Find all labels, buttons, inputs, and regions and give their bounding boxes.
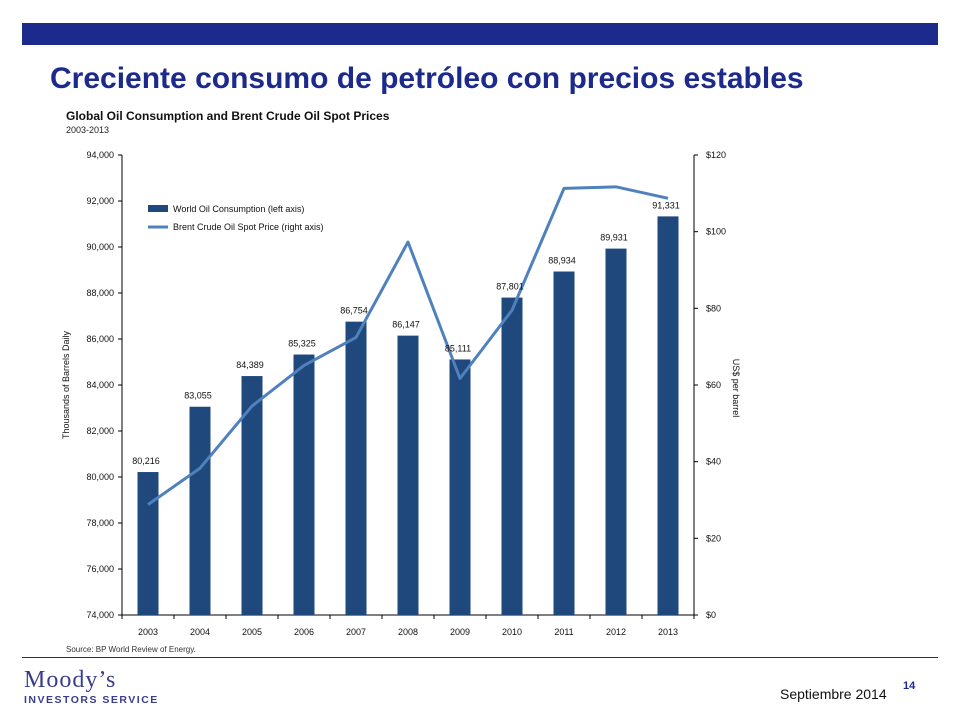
x-tick-label: 2009 [450, 627, 470, 637]
consumption-bar [553, 271, 575, 615]
consumption-bar [605, 248, 627, 615]
bar-value-label: 91,331 [652, 200, 680, 210]
left-tick-label: 82,000 [86, 426, 114, 436]
consumption-bar [449, 359, 471, 615]
bar-value-label: 88,934 [548, 256, 576, 266]
moodys-logo: Moody’s INVESTORS SERVICE [24, 668, 174, 710]
right-tick-label: $100 [706, 227, 726, 237]
left-tick-label: 84,000 [86, 380, 114, 390]
x-tick-label: 2006 [294, 627, 314, 637]
chart-title: Global Oil Consumption and Brent Crude O… [66, 109, 390, 123]
x-tick-label: 2010 [502, 627, 522, 637]
bar-value-label: 89,931 [600, 233, 628, 243]
left-tick-label: 88,000 [86, 288, 114, 298]
left-tick-label: 76,000 [86, 564, 114, 574]
consumption-bar [241, 376, 263, 615]
bar-value-label: 84,389 [236, 360, 264, 370]
bar-value-label: 86,147 [392, 320, 420, 330]
oil-chart: 74,000 76,000 78,000 80,000 82,000 84,000 86,0… [61, 150, 741, 637]
x-tick-label: 2008 [398, 627, 418, 637]
bar-value-label: 83,055 [184, 391, 212, 401]
legend-bar-swatch [148, 205, 168, 212]
footer-date: Septiembre 2014 [780, 686, 887, 702]
right-tick-label: $20 [706, 533, 721, 543]
consumption-bar [657, 216, 679, 615]
left-tick-label: 94,000 [86, 150, 114, 160]
right-axis-title: US$ per barrel [731, 359, 741, 418]
bar-value-label: 80,216 [132, 456, 160, 466]
bar-value-label: 87,801 [496, 282, 524, 292]
left-tick-label: 80,000 [86, 472, 114, 482]
x-tick-label: 2012 [606, 627, 626, 637]
legend-line-label: Brent Crude Oil Spot Price (right axis) [173, 222, 324, 232]
right-tick-label: $0 [706, 610, 716, 620]
page-number: 14 [903, 680, 916, 692]
x-tick-label: 2005 [242, 627, 262, 637]
bar-value-label: 85,111 [445, 343, 471, 353]
x-tick-label: 2003 [138, 627, 158, 637]
price-line [147, 185, 669, 506]
x-tick-label: 2013 [658, 627, 678, 637]
x-tick-label: 2011 [554, 627, 573, 637]
chart-subtitle: 2003-2013 [66, 125, 110, 135]
x-tick-label: 2007 [346, 627, 366, 637]
consumption-bar [345, 321, 367, 615]
logo-subtitle: INVESTORS SERVICE [24, 694, 159, 706]
left-tick-label: 90,000 [86, 242, 114, 252]
consumption-bar [397, 335, 419, 615]
left-tick-label: 74,000 [86, 610, 114, 620]
consumption-bar [189, 406, 211, 615]
consumption-bar [293, 354, 315, 615]
right-tick-label: $40 [706, 457, 721, 467]
left-tick-label: 92,000 [86, 196, 114, 206]
slide-title: Creciente consumo de petróleo con precio… [50, 62, 804, 95]
right-tick-label: $60 [706, 380, 721, 390]
x-tick-label: 2004 [190, 627, 210, 637]
top-banner-bar [22, 23, 938, 45]
left-axis-title: Thousands of Barrels Daily [61, 330, 71, 439]
consumption-bar [501, 297, 523, 615]
right-tick-label: $120 [706, 150, 726, 160]
footer-divider [22, 657, 938, 658]
left-tick-label: 78,000 [86, 518, 114, 528]
right-tick-label: $80 [706, 303, 721, 313]
bar-value-label: 85,325 [288, 339, 316, 349]
bar-value-label: 86,754 [340, 306, 368, 316]
consumption-bar [137, 472, 159, 615]
legend-bar-label: World Oil Consumption (left axis) [173, 204, 304, 214]
source-note: Source: BP World Review of Energy. [66, 645, 196, 654]
left-tick-label: 86,000 [86, 334, 114, 344]
logo-wordmark: Moody’s [24, 667, 117, 693]
